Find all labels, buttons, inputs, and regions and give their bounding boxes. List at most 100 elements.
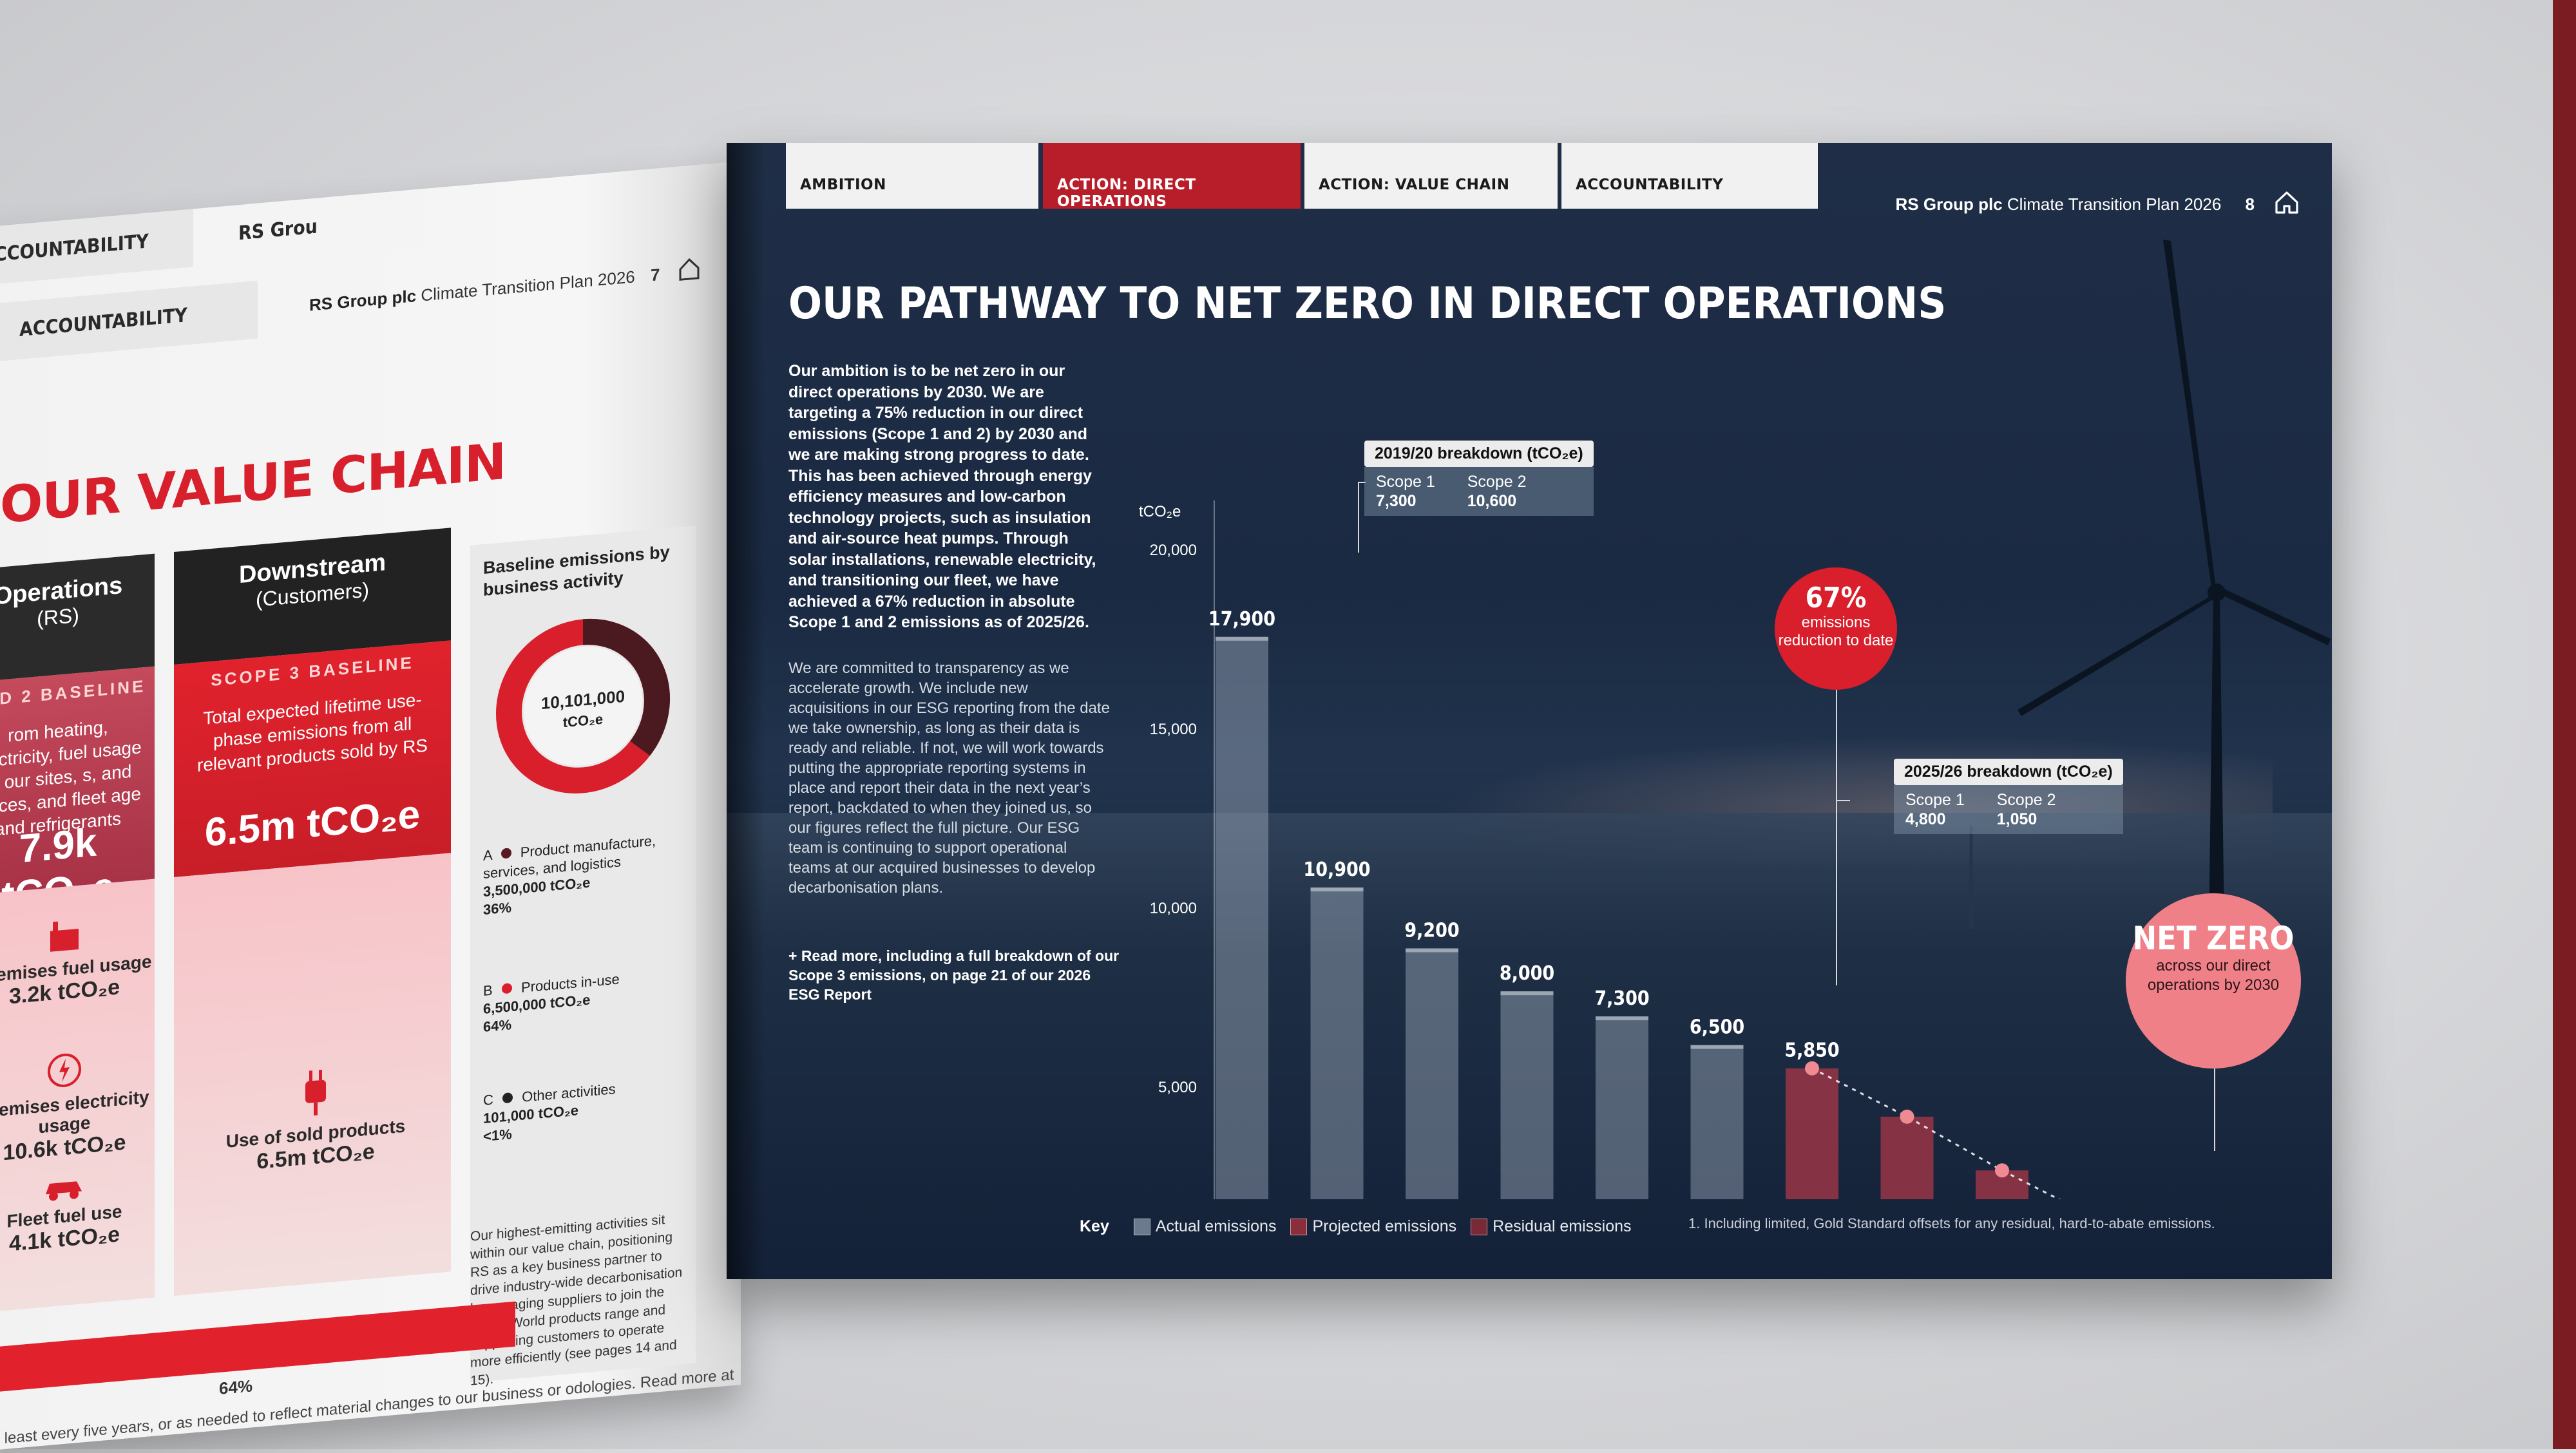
bar-value-label: 5,850: [1784, 1040, 1839, 1062]
footnote: 1. Including limited, Gold Standard offs…: [1688, 1215, 2215, 1231]
bar-value-label: 10,900: [1303, 859, 1370, 881]
callout-2025-connector: [1836, 800, 1850, 801]
bar-2022: [1406, 948, 1458, 1199]
premises-electricity-item: Premises electricity usage 10.6k tCO₂e: [0, 1043, 155, 1168]
operations-heading: Operations (RS): [0, 553, 155, 683]
key-projected: Projected emissions: [1290, 1217, 1456, 1236]
left-bar-pct: 64%: [219, 1376, 253, 1398]
left-page-number: 7: [651, 264, 660, 285]
left-header-title: Climate Transition Plan 2026: [421, 267, 635, 305]
bar-top-highlight: [1406, 948, 1458, 953]
intro-text: Our ambition is to be net zero in our di…: [788, 362, 1096, 631]
operations-panel: AND 2 BASELINE rom heating, electricity,…: [0, 666, 155, 918]
tab-ambition[interactable]: AMBITION: [786, 143, 1038, 209]
downstream-value: 6.5m tCO₂e: [204, 792, 421, 855]
trend-point: [1805, 1061, 1819, 1076]
downstream-description: Total expected lifetime use-phase emissi…: [197, 689, 428, 775]
tab-action-value-chain[interactable]: ACTION: VALUE CHAIN: [1304, 143, 1558, 209]
key-residual-swatch: [1471, 1219, 1488, 1236]
bar-value-label: 17,900: [1208, 608, 1275, 631]
body-text: We are committed to transparency as we a…: [788, 660, 1110, 897]
trend-point: [1900, 1109, 1914, 1124]
bar-2020: [1216, 636, 1268, 1199]
y-tick-label: 10,000: [1150, 900, 1197, 917]
trend-point: [1995, 1163, 2009, 1178]
callout-2019-title: 2019/20 breakdown (tCO₂e): [1364, 441, 1594, 467]
left-note: Our highest-emitting activities sit with…: [470, 1212, 683, 1389]
background-edge: [2553, 0, 2576, 1449]
right-page-number: 8: [2245, 195, 2255, 214]
callout-2019-scope2-value: 10,600: [1467, 492, 1517, 510]
net-zero-connector: [2214, 1067, 2215, 1151]
donut-slice-a: [496, 618, 670, 793]
bar-2021: [1310, 887, 1364, 1199]
key-actual-swatch: [1133, 1219, 1150, 1236]
callout-2025-scope2-label: Scope 2: [1996, 791, 2056, 809]
car-icon: [46, 1181, 82, 1201]
bar-2024: [1596, 1016, 1648, 1199]
badge-net-zero: NET ZERO across our direct operations by…: [2126, 893, 2301, 1068]
bar-value-label: 6,500: [1690, 1016, 1744, 1039]
donut-legend-a: A Product manufacture, services, and log…: [483, 828, 696, 919]
key-projected-label: Projected emissions: [1312, 1217, 1457, 1235]
donut-hole: [524, 647, 642, 766]
read-more-link[interactable]: + Read more, including a full breakdown …: [788, 947, 1120, 1003]
page-title: OUR PATHWAY TO NET ZERO IN DIRECT OPERAT…: [788, 278, 1947, 329]
bar-value-label: 8,000: [1500, 962, 1554, 985]
callout-2019-20: 2019/20 breakdown (tCO₂e) Scope 1 7,300 S…: [1364, 441, 1594, 516]
right-header-title: Climate Transition Plan 2026: [2007, 195, 2222, 214]
tab-accountability[interactable]: ACCOUNTABILITY: [1561, 143, 1818, 209]
callout-2019-body: Scope 1 7,300 Scope 2 10,600: [1364, 467, 1594, 516]
bar-top-highlight: [1216, 636, 1268, 641]
badge-net-zero-text: across our direct operations by 2030: [2147, 957, 2280, 994]
legend-dot-a: [501, 848, 511, 859]
bar-value-label: 7,300: [1594, 987, 1649, 1010]
badge-67-value: 67%: [1805, 582, 1867, 614]
donut-panel: Baseline emissions by business activity …: [470, 526, 696, 1383]
donut-legend-c: C Other activities 101,000 tCO₂e <1%: [483, 1080, 616, 1146]
factory-icon: [50, 921, 79, 952]
legend-letter-b: B: [483, 982, 493, 999]
legend-letter-c: C: [483, 1091, 493, 1108]
home-icon[interactable]: [676, 254, 702, 282]
left-percent-bar: [0, 1301, 515, 1395]
badge-67-text: emissions reduction to date: [1778, 614, 1894, 649]
legend-label-b: Products in-use: [520, 971, 620, 996]
wind-turbine-image: [1969, 240, 2331, 974]
key-label: Key: [1080, 1217, 1109, 1235]
badge-net-zero-title: NET ZERO: [2132, 920, 2295, 957]
left-page: ACCOUNTABILITY RS Grou ACCOUNTABILITY RS…: [0, 161, 741, 1453]
bar-value-label: 9,200: [1404, 919, 1459, 942]
key-projected-swatch: [1290, 1219, 1308, 1236]
right-page: AMBITION ACTION: DIRECT OPERATIONS ACTIO…: [727, 143, 2332, 1279]
sea-background: [727, 813, 2332, 1279]
tab-action-direct-operations[interactable]: ACTION: DIRECT OPERATIONS: [1043, 143, 1301, 210]
donut-legend-b: B Products in-use 6,500,000 tCO₂e 64%: [483, 970, 620, 1036]
legend-pct-a: 36%: [483, 899, 512, 918]
legend-dot-c: [502, 1092, 513, 1104]
left-tab-accountability[interactable]: ACCOUNTABILITY: [0, 280, 258, 361]
y-axis-label: tCO₂e: [1139, 503, 1181, 520]
chart-key: Key Actual emissions Projected emissions…: [1080, 1217, 1632, 1236]
callout-2025-26: 2025/26 breakdown (tCO₂e) Scope 1 4,800 S…: [1894, 759, 2123, 834]
y-tick-label: 20,000: [1150, 542, 1197, 559]
bar-top-highlight: [1596, 1016, 1648, 1021]
bar-top-highlight: [1310, 887, 1364, 891]
badge-67-connector: [1836, 689, 1837, 985]
legend-letter-a: A: [483, 846, 492, 864]
callout-2019-scope1-label: Scope 1: [1376, 473, 1435, 491]
callout-2025-title: 2025/26 breakdown (tCO₂e): [1894, 759, 2123, 785]
key-actual-label: Actual emissions: [1155, 1217, 1277, 1235]
bar-2023: [1500, 991, 1554, 1199]
downstream-panel: SCOPE 3 BASELINE Total expected lifetime…: [174, 640, 451, 877]
bar-top-highlight: [1690, 1045, 1744, 1049]
bar-2027: [1880, 1116, 1934, 1199]
home-icon[interactable]: [2273, 188, 2301, 216]
left-header: RS Group plc Climate Transition Plan 202…: [309, 267, 635, 315]
plug-icon: [305, 1069, 326, 1116]
fleet-fuel-item: Fleet fuel use 4.1k tCO₂e: [0, 1166, 155, 1260]
legend-dot-b: [501, 983, 512, 994]
bar-top-highlight: [1500, 991, 1554, 996]
legend-label-c: Other activities: [522, 1081, 616, 1105]
